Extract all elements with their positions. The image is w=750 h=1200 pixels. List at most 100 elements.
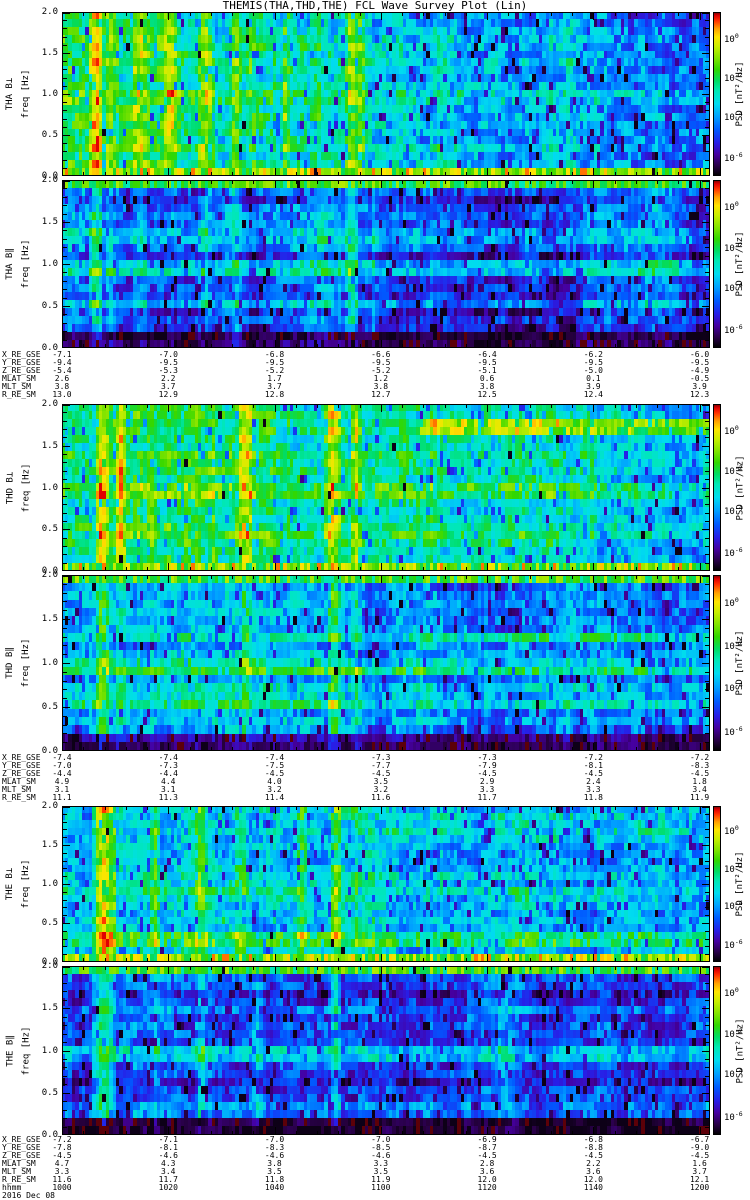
freq-tick-label: 1.5 (41, 48, 58, 58)
ephemeris-row-label: R_RE_SM (2, 1175, 36, 1184)
ephemeris-value: -7.1 (52, 350, 72, 359)
date-label: 2016 Dec 08 (2, 1191, 55, 1200)
ephemeris-value: -9.5 (689, 358, 710, 367)
freq-tick-label: 0.5 (41, 301, 58, 311)
ephemeris-value: -4.6 (371, 1151, 391, 1160)
ephemeris-value: 4.9 (54, 777, 70, 786)
ephemeris-value: 11.8 (264, 1175, 285, 1184)
freq-tick-label: 2.0 (41, 570, 58, 580)
ephemeris-value: -7.2 (583, 753, 603, 762)
time-tick-label: 1100 (371, 1183, 391, 1192)
freq-tick-label: 0.0 (41, 171, 58, 181)
psd-tick-exponent: -4 (734, 899, 743, 907)
psd-tick-exponent: -2 (734, 639, 743, 647)
ephemeris-row-label: Z_RE_GSE (2, 1151, 41, 1160)
psd-tick-exponent: -4 (734, 681, 743, 689)
psd-tick-exponent: -6 (734, 938, 743, 946)
ephemeris-value: -9.5 (477, 358, 497, 367)
freq-tick-label: 0.0 (41, 957, 58, 967)
ephemeris-value: -9.4 (52, 358, 72, 367)
psd-colorbar (713, 404, 721, 571)
ephemeris-row-label: X_RE_GSE (2, 753, 41, 762)
ephemeris-value: -7.9 (477, 761, 497, 770)
ephemeris-row-label: X_RE_GSE (2, 350, 41, 359)
ephemeris-value: -4.4 (52, 769, 72, 778)
psd-tick-exponent: 0 (734, 424, 739, 432)
psd-tick-label: 10-4 (724, 281, 743, 294)
psd-tick-label: 10-6 (724, 151, 743, 164)
ephemeris-row-label: X_RE_GSE (2, 1135, 41, 1144)
ephemeris-value: 12.0 (477, 1175, 497, 1184)
freq-tick-label: 0.0 (41, 343, 58, 353)
psd-tick-exponent: -4 (734, 110, 743, 118)
ephemeris-value: -7.0 (371, 1135, 391, 1144)
panel-name-label: THD B∥ (5, 647, 15, 679)
panel-name-label: THE B∥ (5, 1034, 15, 1067)
ephemeris-row-label: MLT_SM (2, 382, 31, 391)
ephemeris-value: 4.3 (161, 1159, 176, 1168)
ephemeris-value: 0.1 (586, 374, 601, 383)
ephemeris-value: 12.9 (158, 390, 178, 399)
ephemeris-row-label: Z_RE_GSE (2, 366, 41, 375)
ephemeris-value: 3.3 (54, 1167, 70, 1176)
freq-axis-label: freq [Hz] (21, 1026, 31, 1075)
freq-tick-label: 1.0 (41, 259, 58, 269)
time-axis-label: hhmm (2, 1183, 22, 1192)
psd-colorbar (713, 966, 721, 1135)
panel-spectrogram-THD-B-par (62, 575, 710, 751)
ephemeris-value: -0.5 (689, 374, 710, 383)
ephemeris-value: 3.5 (373, 1167, 389, 1176)
freq-tick-label: 1.0 (41, 89, 58, 99)
ephemeris-value: -9.5 (264, 358, 285, 367)
ephemeris-value: 1.8 (692, 777, 707, 786)
ephemeris-value: -4.6 (264, 1151, 285, 1160)
psd-colorbar (713, 12, 721, 176)
ephemeris-value: 3.2 (373, 785, 389, 794)
psd-tick-exponent: -6 (734, 151, 743, 159)
ephemeris-value: -6.4 (477, 350, 497, 359)
ephemeris-value: 4.7 (54, 1159, 70, 1168)
psd-tick-label: 10-2 (724, 71, 743, 84)
psd-tick-exponent: 0 (734, 200, 739, 208)
freq-tick-label: 1.0 (41, 483, 58, 493)
ephemeris-value: 2.9 (479, 777, 495, 786)
ephemeris-value: 2.8 (479, 1159, 495, 1168)
ephemeris-value: -7.2 (52, 1135, 72, 1144)
ephemeris-value: 3.5 (267, 1167, 282, 1176)
ephemeris-row-label: Z_RE_GSE (2, 769, 41, 778)
ephemeris-value: -4.5 (264, 769, 285, 778)
ephemeris-value: -6.7 (689, 1135, 710, 1144)
ephemeris-row-label: R_RE_SM (2, 793, 36, 802)
panel-spectrogram-THA-B-par (62, 180, 710, 348)
psd-tick-label: 10-6 (724, 1110, 743, 1123)
ephemeris-value: 11.7 (477, 793, 497, 802)
ephemeris-value: -5.1 (477, 366, 497, 375)
psd-tick-label: 10-2 (724, 241, 743, 254)
freq-tick-label: 2.0 (41, 7, 58, 17)
ephemeris-value: 3.7 (161, 382, 176, 391)
psd-tick-label: 100 (724, 32, 739, 45)
ephemeris-value: 11.9 (371, 1175, 391, 1184)
freq-tick-label: 2.0 (41, 961, 58, 971)
ephemeris-value: 12.7 (371, 390, 391, 399)
ephemeris-value: -8.5 (371, 1143, 391, 1152)
ephemeris-value: 11.4 (264, 793, 285, 802)
time-tick-label: 1020 (158, 1183, 178, 1192)
ephemeris-value: 13.0 (52, 390, 72, 399)
psd-tick-label: 10-4 (724, 899, 743, 912)
psd-tick-label: 10-2 (724, 639, 743, 652)
freq-tick-label: 0.5 (41, 524, 58, 534)
freq-tick-label: 1.5 (41, 217, 58, 227)
ephemeris-value: -7.0 (264, 1135, 285, 1144)
freq-tick-label: 0.5 (41, 702, 58, 712)
time-tick-label: 1040 (264, 1183, 285, 1192)
psd-tick-exponent: -6 (734, 546, 743, 554)
ephemeris-value: -7.0 (158, 350, 178, 359)
ephemeris-value: -7.5 (264, 761, 285, 770)
psd-tick-exponent: 0 (734, 32, 739, 40)
ephemeris-value: 4.4 (161, 777, 176, 786)
ephemeris-value: -9.0 (689, 1143, 710, 1152)
freq-tick-label: 0.5 (41, 918, 58, 928)
ephemeris-row-label: MLAT_SM (2, 1159, 36, 1168)
psd-colorbar-title: PSD [nT²/Hz] (735, 231, 745, 297)
